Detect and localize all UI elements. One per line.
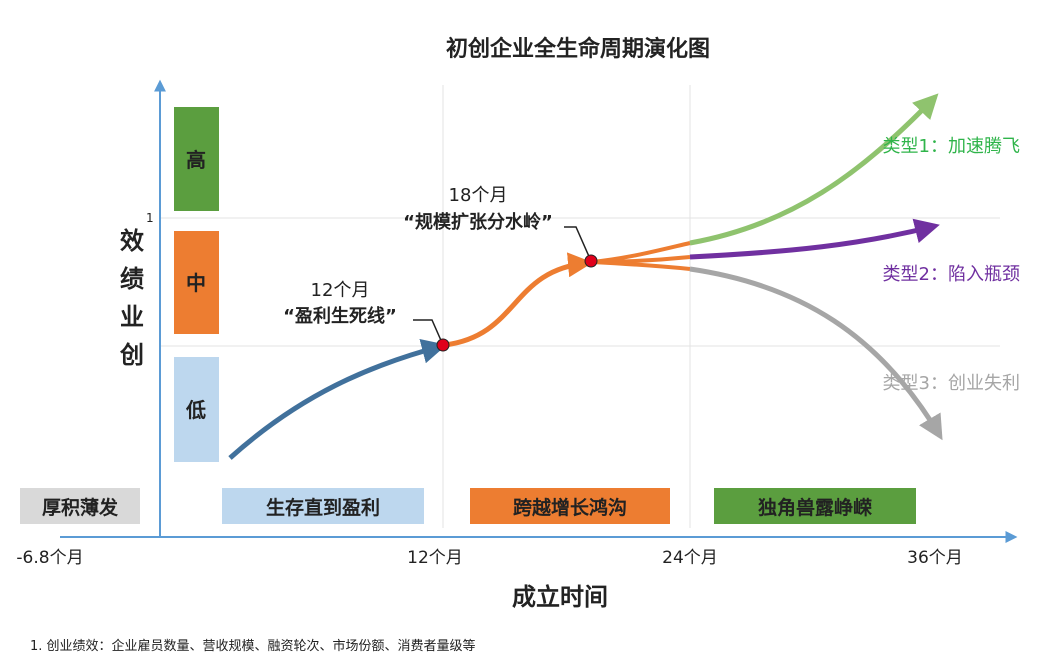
- y-axis-label-char: 绩: [120, 265, 144, 293]
- stage-1: 生存直到盈利: [222, 488, 424, 524]
- y-axis-label: 创 业 绩 效 1: [119, 211, 154, 369]
- curve-type2: [689, 218, 940, 260]
- footnote: 1. 创业绩效：企业雇员数量、营收规模、融资轮次、市场份额、消费者量级等: [30, 638, 476, 654]
- y-axis-label-superscript: 1: [146, 211, 154, 225]
- milestone-12-label: 12个月 “盈利生死线”: [283, 280, 397, 327]
- stage-1-label: 生存直到盈利: [266, 496, 380, 519]
- milestone-18-line2: “规模扩张分水岭”: [403, 211, 553, 233]
- level-low: 低: [174, 357, 219, 462]
- curve-type1: [689, 93, 939, 246]
- curve-growth: [444, 252, 593, 348]
- curve-type3: [689, 266, 943, 441]
- milestone-point-12: [436, 338, 450, 352]
- diagram-title: 初创企业全生命周期演化图: [446, 36, 710, 62]
- x-ticks: -6.8个月 12个月 24个月 36个月: [16, 548, 962, 568]
- callout-leader-12: [413, 319, 444, 346]
- outcome-type1-label: 类型1：加速腾飞: [883, 136, 1020, 157]
- outcome-type2-label: 类型2：陷入瓶颈: [883, 264, 1020, 285]
- stage-0-label: 厚积薄发: [42, 496, 119, 519]
- x-tick-label: -6.8个月: [16, 548, 83, 568]
- milestone-12-line1: 12个月: [311, 280, 370, 301]
- milestone-point-18: [584, 254, 598, 268]
- stage-0: 厚积薄发: [20, 488, 140, 524]
- x-tick-label: 24个月: [662, 548, 718, 568]
- x-tick-label: 36个月: [907, 548, 963, 568]
- level-low-label: 低: [185, 398, 206, 422]
- curve-survival: [228, 339, 447, 460]
- callout-leader-18: [564, 226, 592, 262]
- y-axis-label-char: 业: [120, 303, 144, 331]
- grid: [160, 85, 1000, 528]
- level-mid: 中: [174, 231, 219, 334]
- outcome-type3-label: 类型3：创业失利: [883, 373, 1020, 394]
- stage-2-label: 跨越增长鸿沟: [513, 496, 627, 519]
- milestone-18-label: 18个月 “规模扩张分水岭”: [403, 185, 553, 233]
- level-mid-label: 中: [186, 271, 206, 295]
- x-tick-label: 12个月: [407, 548, 463, 568]
- y-axis-label-char: 创: [119, 341, 144, 369]
- stage-3: 独角兽露峥嵘: [714, 488, 916, 524]
- stage-2: 跨越增长鸿沟: [470, 488, 670, 524]
- milestone-18-line1: 18个月: [449, 185, 508, 206]
- level-high: 高: [174, 107, 219, 211]
- x-axis-label: 成立时间: [512, 583, 608, 611]
- y-axis-label-char: 效: [120, 227, 144, 255]
- level-high-label: 高: [186, 148, 206, 172]
- curve-orange-lower: [591, 260, 691, 271]
- stage-3-label: 独角兽露峥嵘: [758, 496, 872, 519]
- milestone-12-line2: “盈利生死线”: [283, 305, 397, 327]
